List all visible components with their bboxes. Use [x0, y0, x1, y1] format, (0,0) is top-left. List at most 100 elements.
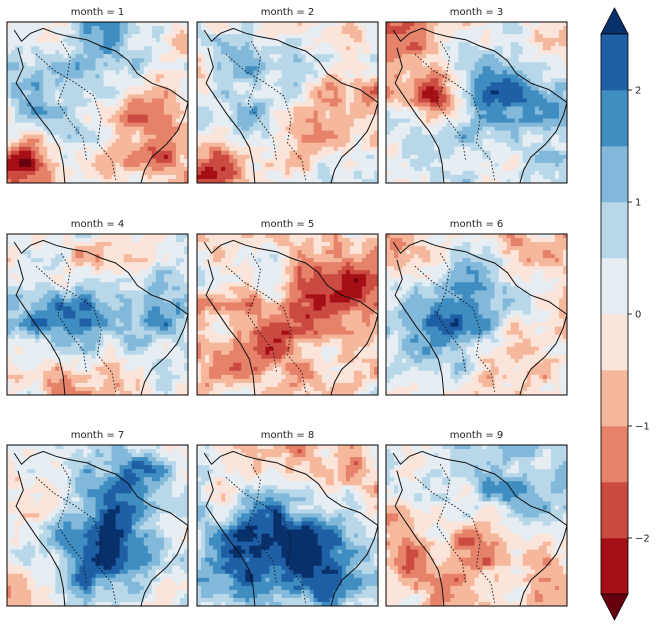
heatmap-cell: [237, 62, 242, 67]
heatmap-cell: [313, 178, 319, 183]
heatmap-cell: [221, 110, 226, 115]
heatmap-cell: [317, 138, 323, 144]
heatmap-cell: [201, 166, 206, 172]
heatmap-cell: [562, 38, 567, 43]
heatmap-cell: [131, 34, 137, 39]
heatmap-cell: [333, 150, 339, 156]
heatmap-cell: [341, 30, 347, 35]
heatmap-cell: [79, 74, 84, 79]
heatmap-cell: [241, 114, 246, 120]
heatmap-cell: [341, 114, 347, 120]
heatmap-cell: [221, 46, 226, 51]
heatmap-cell: [253, 162, 258, 168]
heatmap-cell: [297, 94, 302, 99]
heatmap-cell: [23, 106, 28, 111]
heatmap-cell: [438, 94, 443, 99]
heatmap-cell: [71, 82, 76, 87]
heatmap-cell: [103, 118, 108, 124]
heatmap-cell: [171, 126, 177, 132]
heatmap-cell: [289, 74, 294, 79]
heatmap-cell: [454, 34, 459, 39]
heatmap-cell: [490, 34, 495, 39]
heatmap-cell: [361, 110, 367, 115]
heatmap-cell: [47, 154, 52, 160]
heatmap-cell: [361, 170, 367, 176]
heatmap-cell: [119, 126, 125, 132]
heatmap-cell: [147, 94, 153, 99]
heatmap-cell: [349, 130, 355, 136]
heatmap-cell: [241, 94, 246, 99]
heatmap-cell: [213, 138, 218, 144]
heatmap-cell: [139, 138, 145, 144]
heatmap-cell: [365, 78, 371, 83]
heatmap-cell: [329, 106, 335, 111]
heatmap-cell: [229, 34, 234, 39]
heatmap-cell: [269, 154, 274, 160]
heatmap-cell: [147, 130, 153, 136]
heatmap-cell: [526, 42, 532, 47]
heatmap-cell: [341, 22, 347, 27]
heatmap-cell: [365, 162, 371, 168]
heatmap-cell: [526, 90, 532, 95]
heatmap-cell: [394, 118, 399, 124]
heatmap-cell: [369, 166, 375, 172]
heatmap-cell: [562, 42, 567, 47]
heatmap-cell: [269, 142, 274, 148]
heatmap-cell: [237, 74, 242, 79]
heatmap-cell: [59, 42, 64, 47]
heatmap-cell: [11, 170, 16, 176]
heatmap-cell: [75, 158, 80, 164]
heatmap-cell: [390, 142, 395, 148]
heatmap-cell: [111, 54, 116, 59]
heatmap-cell: [450, 54, 455, 59]
heatmap-cell: [301, 22, 306, 27]
heatmap-cell: [313, 90, 319, 95]
heatmap-cell: [502, 74, 508, 79]
heatmap-cells: [386, 22, 567, 183]
heatmap-cell: [285, 86, 290, 91]
heatmap-cell: [269, 82, 274, 87]
heatmap-cell: [502, 86, 508, 91]
heatmap-cell: [159, 134, 165, 140]
heatmap-cell: [63, 98, 68, 103]
heatmap-cell: [514, 54, 520, 59]
heatmap-cell: [373, 58, 378, 63]
heatmap-cell: [309, 42, 315, 47]
heatmap-cell: [147, 142, 153, 148]
heatmap-cell: [478, 126, 483, 132]
heatmap-cell: [526, 34, 532, 39]
heatmap-cell: [402, 130, 407, 136]
heatmap-cell: [538, 54, 544, 59]
heatmap-cell: [390, 110, 395, 115]
heatmap-cell: [261, 22, 266, 27]
heatmap-cell: [321, 174, 327, 180]
heatmap-cell: [209, 130, 214, 136]
heatmap-cell: [159, 162, 165, 168]
heatmap-cell: [47, 114, 52, 120]
heatmap-cell: [147, 30, 153, 35]
heatmap-cell: [406, 142, 411, 148]
heatmap-cell: [229, 178, 234, 183]
heatmap-cell: [341, 38, 347, 43]
heatmap-cell: [213, 74, 218, 79]
heatmap-cell: [337, 134, 343, 140]
heatmap-cell: [27, 170, 32, 176]
heatmap-cell: [373, 146, 378, 152]
heatmap-cell: [510, 106, 516, 111]
heatmap-cell: [369, 130, 375, 136]
heatmap-cell: [361, 22, 367, 27]
heatmap-cell: [31, 134, 36, 140]
heatmap-cell: [175, 138, 181, 144]
heatmap-cell: [175, 34, 181, 39]
heatmap-cell: [345, 82, 351, 87]
heatmap-cell: [289, 90, 294, 95]
heatmap-cell: [83, 134, 88, 140]
heatmap-cell: [426, 126, 431, 132]
heatmap-cell: [269, 162, 274, 168]
heatmap-cell: [406, 26, 411, 31]
heatmap-cell: [237, 162, 242, 168]
heatmap-cell: [99, 158, 104, 164]
heatmap-cell: [466, 74, 471, 79]
heatmap-cell: [450, 22, 455, 27]
heatmap-cell: [365, 138, 371, 144]
